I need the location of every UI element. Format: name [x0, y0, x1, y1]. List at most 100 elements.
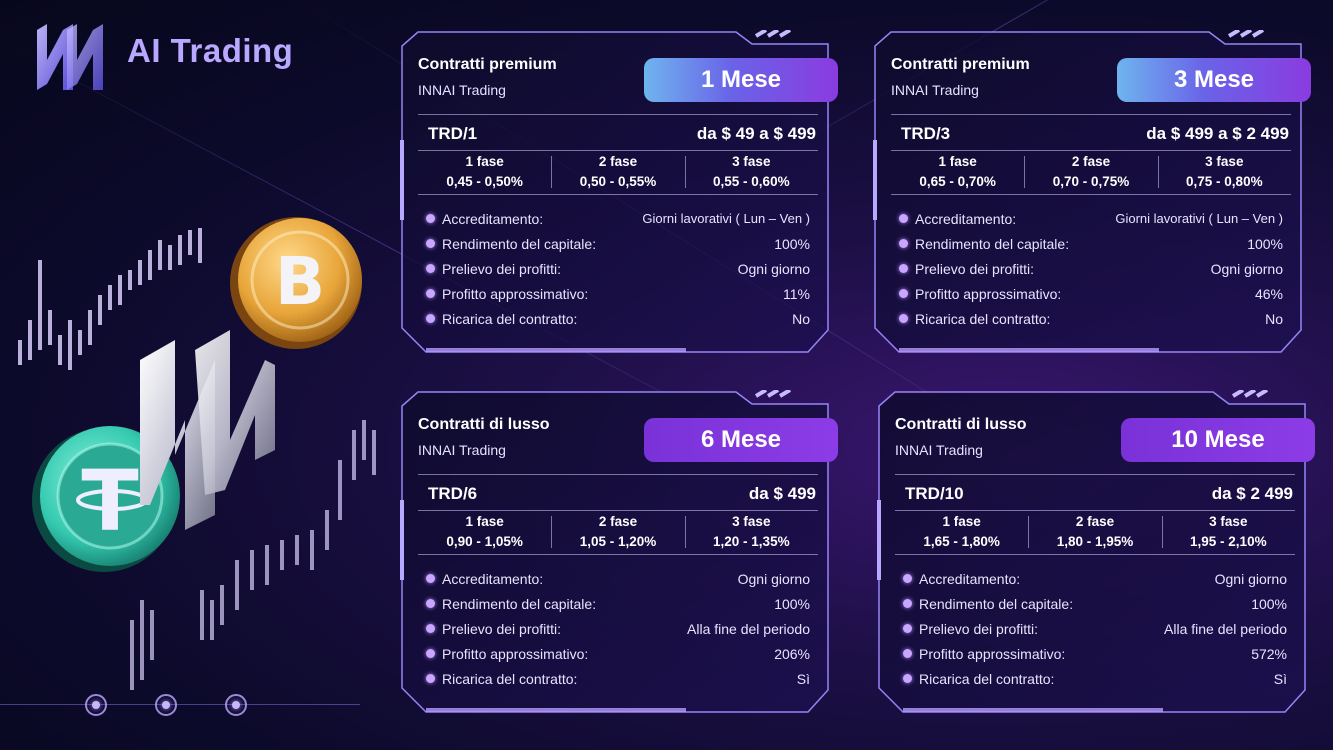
nav-dot[interactable]	[155, 694, 177, 716]
detail-value: 100%	[774, 235, 810, 252]
divider	[418, 554, 818, 555]
detail-value: Sì	[796, 670, 810, 687]
duration-badge: 10 Mese	[1121, 418, 1315, 462]
detail-value: 206%	[774, 645, 810, 662]
detail-row-ricarica: Ricarica del contratto: Sì	[426, 666, 810, 691]
baseline	[0, 704, 360, 705]
phase-cell: 3 fase 1,20 - 1,35%	[684, 512, 818, 552]
detail-row-accreditamento: Accreditamento: Giorni lavorativi ( Lun …	[899, 206, 1283, 231]
card-title: Contratti di lusso	[418, 416, 550, 433]
card-frame	[873, 30, 1302, 353]
duration-badge: 6 Mese	[644, 418, 838, 462]
card-title: Contratti premium	[891, 56, 1030, 73]
phase-name: 2 fase	[1075, 514, 1115, 529]
bullet-icon	[426, 214, 435, 223]
contract-code: TRD/10	[905, 484, 964, 503]
detail-label: Prelievo dei profitti:	[442, 620, 562, 637]
phase-range: 1,20 - 1,35%	[713, 534, 790, 549]
contract-price: da $ 49 a $ 499	[696, 124, 816, 143]
contract-price: da $ 2 499	[1211, 484, 1293, 503]
phase-cell: 2 fase 1,80 - 1,95%	[1028, 512, 1161, 552]
phase-range: 0,55 - 0,60%	[713, 174, 790, 189]
divider	[895, 474, 1295, 475]
phase-range: 1,80 - 1,95%	[1056, 534, 1134, 549]
divider	[418, 150, 818, 151]
bullet-icon	[903, 599, 912, 608]
bullet-icon	[426, 649, 435, 658]
divider	[418, 114, 818, 115]
phase-cell: 1 fase 0,45 - 0,50%	[418, 152, 551, 192]
phase-table: 1 fase 1,65 - 1,80% 2 fase 1,80 - 1,95% …	[895, 512, 1295, 552]
detail-value: Alla fine del periodo	[1164, 620, 1287, 637]
detail-row-ricarica: Ricarica del contratto: No	[899, 306, 1283, 331]
detail-label: Ricarica del contratto:	[915, 310, 1051, 327]
phase-range: 0,50 - 0,55%	[579, 174, 657, 189]
brand-title: AI Trading	[127, 32, 294, 69]
phase-range: 1,65 - 1,80%	[923, 534, 1000, 549]
detail-value: 572%	[1251, 645, 1287, 662]
detail-row-prelievo: Prelievo dei profitti: Alla fine del per…	[903, 616, 1287, 641]
bullet-icon	[426, 599, 435, 608]
detail-label: Ricarica del contratto:	[442, 310, 578, 327]
divider	[418, 474, 818, 475]
card-subtitle: INNAI Trading	[895, 442, 983, 458]
nav-dot[interactable]	[225, 694, 247, 716]
divider	[891, 150, 1291, 151]
detail-row-profitto: Profitto approssimativo: 46%	[899, 281, 1283, 306]
phase-name: 1 fase	[938, 154, 977, 169]
detail-value: No	[1265, 310, 1283, 327]
bullet-icon	[899, 264, 908, 273]
detail-row-rendimento: Rendimento del capitale: 100%	[426, 231, 810, 256]
card-subtitle: INNAI Trading	[418, 82, 506, 98]
detail-label: Profitto approssimativo:	[442, 645, 589, 662]
nav-dot[interactable]	[85, 694, 107, 716]
phase-cell: 3 fase 0,55 - 0,60%	[684, 152, 818, 192]
detail-row-prelievo: Prelievo dei profitti: Ogni giorno	[899, 256, 1283, 281]
detail-row-ricarica: Ricarica del contratto: Sì	[903, 666, 1287, 691]
detail-label: Rendimento del capitale:	[915, 235, 1070, 252]
bullet-icon	[903, 624, 912, 633]
detail-label: Prelievo dei profitti:	[919, 620, 1039, 637]
bullet-icon	[426, 674, 435, 683]
bullet-icon	[426, 314, 435, 323]
detail-row-rendimento: Rendimento del capitale: 100%	[903, 591, 1287, 616]
phase-cell: 1 fase 0,90 - 1,05%	[418, 512, 551, 552]
detail-label: Rendimento del capitale:	[442, 235, 597, 252]
bullet-icon	[899, 239, 908, 248]
divider	[891, 194, 1291, 195]
phase-name: 3 fase	[1205, 154, 1244, 169]
card-title: Contratti premium	[418, 56, 557, 73]
contract-card: Contratti premium INNAI Trading 1 Mese T…	[396, 30, 838, 360]
card-title: Contratti di lusso	[895, 416, 1027, 433]
bullet-icon	[426, 574, 435, 583]
divider	[891, 114, 1291, 115]
detail-value: No	[792, 310, 810, 327]
phase-table: 1 fase 0,45 - 0,50% 2 fase 0,50 - 0,55% …	[418, 152, 818, 192]
detail-value: Giorni lavorativi ( Lun – Ven )	[1115, 211, 1283, 226]
detail-row-prelievo: Prelievo dei profitti: Ogni giorno	[426, 256, 810, 281]
innai-logo-icon	[37, 24, 103, 90]
bullet-icon	[426, 239, 435, 248]
phase-name: 1 fase	[465, 154, 504, 169]
contract-price: da $ 499 a $ 2 499	[1146, 124, 1289, 143]
svg-text:T: T	[81, 452, 138, 550]
detail-label: Accreditamento:	[442, 570, 544, 587]
detail-value: Sì	[1273, 670, 1287, 687]
detail-value: Giorni lavorativi ( Lun – Ven )	[642, 211, 810, 226]
phase-name: 2 fase	[598, 514, 638, 529]
detail-value: 100%	[1247, 235, 1283, 252]
phase-range: 0,65 - 0,70%	[919, 174, 996, 189]
detail-value: 100%	[1251, 595, 1287, 612]
detail-label: Rendimento del capitale:	[442, 595, 597, 612]
detail-label: Accreditamento:	[442, 210, 544, 227]
detail-value: 100%	[774, 595, 810, 612]
card-subtitle: INNAI Trading	[418, 442, 506, 458]
detail-label: Profitto approssimativo:	[919, 645, 1066, 662]
details-list: Accreditamento: Giorni lavorativi ( Lun …	[426, 206, 810, 331]
bullet-icon	[426, 624, 435, 633]
bullet-icon	[903, 649, 912, 658]
detail-value: Ogni giorno	[737, 260, 810, 277]
phase-cell: 2 fase 0,70 - 0,75%	[1024, 152, 1157, 192]
bullet-icon	[899, 314, 908, 323]
detail-row-accreditamento: Accreditamento: Giorni lavorativi ( Lun …	[426, 206, 810, 231]
